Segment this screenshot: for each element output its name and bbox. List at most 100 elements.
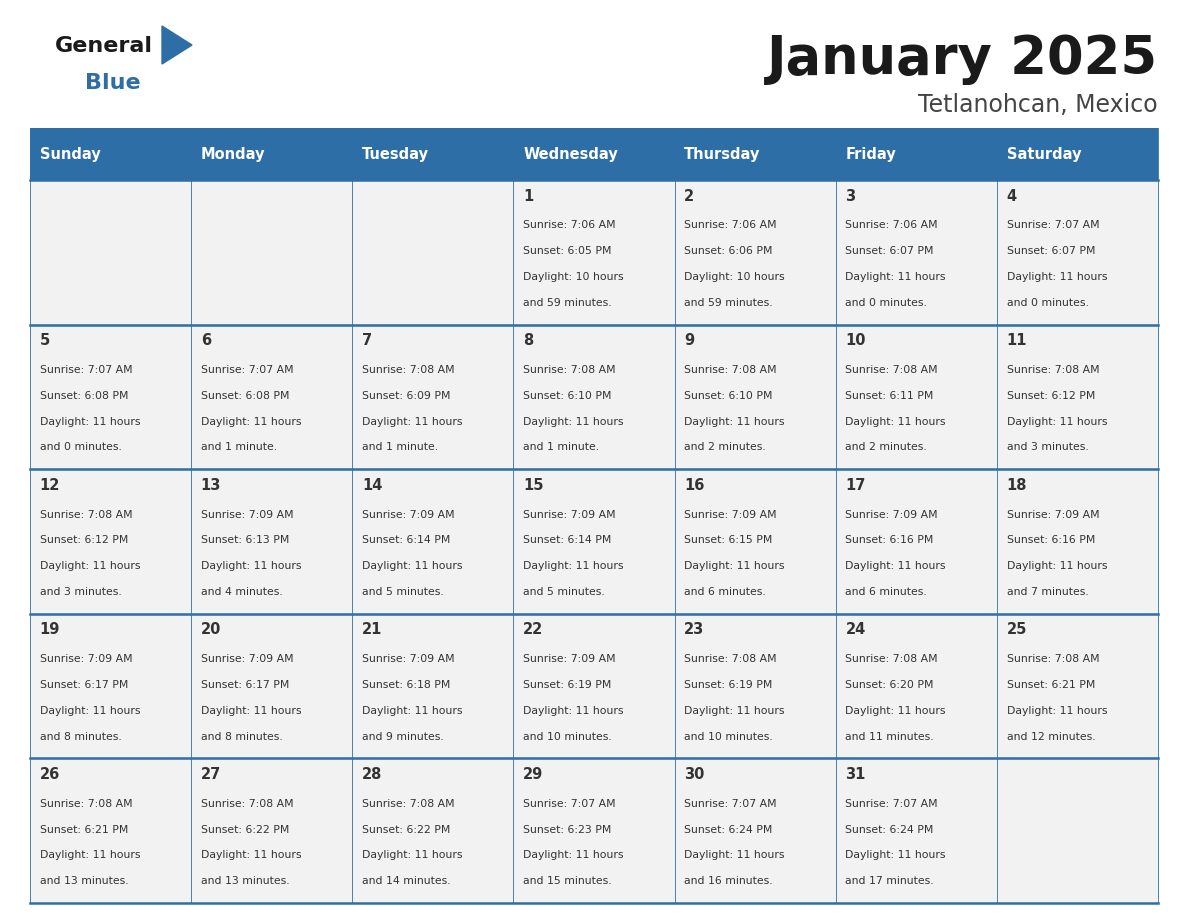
Text: and 1 minute.: and 1 minute. — [523, 442, 599, 453]
Bar — [997, 128, 1158, 180]
Text: and 1 minute.: and 1 minute. — [362, 442, 438, 453]
Bar — [513, 180, 675, 325]
Text: Daylight: 11 hours: Daylight: 11 hours — [362, 417, 462, 427]
Text: Sunrise: 7:09 AM: Sunrise: 7:09 AM — [362, 509, 455, 520]
Text: Sunrise: 7:09 AM: Sunrise: 7:09 AM — [684, 509, 777, 520]
Text: Sunrise: 7:07 AM: Sunrise: 7:07 AM — [1006, 220, 1099, 230]
Text: Sunset: 6:16 PM: Sunset: 6:16 PM — [1006, 535, 1095, 545]
Text: Sunset: 6:18 PM: Sunset: 6:18 PM — [362, 680, 450, 690]
Text: Sunrise: 7:09 AM: Sunrise: 7:09 AM — [39, 655, 132, 665]
Text: 31: 31 — [846, 767, 866, 782]
Bar — [353, 758, 513, 903]
Text: Sunset: 6:19 PM: Sunset: 6:19 PM — [684, 680, 772, 690]
Text: Friday: Friday — [846, 147, 896, 162]
Text: 6: 6 — [201, 333, 211, 348]
Text: and 4 minutes.: and 4 minutes. — [201, 587, 283, 597]
Text: 22: 22 — [523, 622, 543, 637]
Text: Daylight: 11 hours: Daylight: 11 hours — [201, 850, 302, 860]
Text: and 11 minutes.: and 11 minutes. — [846, 732, 934, 742]
Text: 23: 23 — [684, 622, 704, 637]
Text: and 2 minutes.: and 2 minutes. — [684, 442, 766, 453]
Text: Sunrise: 7:08 AM: Sunrise: 7:08 AM — [362, 365, 455, 375]
Text: 17: 17 — [846, 478, 866, 493]
Text: Sunset: 6:24 PM: Sunset: 6:24 PM — [846, 824, 934, 834]
Text: and 0 minutes.: and 0 minutes. — [846, 297, 928, 308]
Text: Sunrise: 7:06 AM: Sunrise: 7:06 AM — [846, 220, 939, 230]
Text: Sunrise: 7:09 AM: Sunrise: 7:09 AM — [201, 509, 293, 520]
Text: 8: 8 — [523, 333, 533, 348]
Text: 3: 3 — [846, 189, 855, 204]
Bar — [353, 180, 513, 325]
Text: Sunrise: 7:08 AM: Sunrise: 7:08 AM — [846, 655, 939, 665]
Text: Tetlanohcan, Mexico: Tetlanohcan, Mexico — [918, 93, 1158, 117]
Bar — [675, 469, 835, 614]
Text: Sunset: 6:07 PM: Sunset: 6:07 PM — [1006, 246, 1095, 256]
Bar — [30, 758, 191, 903]
Text: Sunrise: 7:06 AM: Sunrise: 7:06 AM — [523, 220, 615, 230]
Text: Daylight: 11 hours: Daylight: 11 hours — [846, 706, 946, 716]
Text: Sunset: 6:14 PM: Sunset: 6:14 PM — [362, 535, 450, 545]
Text: January 2025: January 2025 — [767, 33, 1158, 85]
Text: and 9 minutes.: and 9 minutes. — [362, 732, 443, 742]
Text: 25: 25 — [1006, 622, 1026, 637]
Bar — [513, 469, 675, 614]
Text: Sunset: 6:15 PM: Sunset: 6:15 PM — [684, 535, 772, 545]
Text: 12: 12 — [39, 478, 61, 493]
Text: Sunrise: 7:07 AM: Sunrise: 7:07 AM — [684, 799, 777, 809]
Text: Daylight: 11 hours: Daylight: 11 hours — [523, 850, 624, 860]
Text: Sunrise: 7:07 AM: Sunrise: 7:07 AM — [523, 799, 615, 809]
Text: Sunset: 6:06 PM: Sunset: 6:06 PM — [684, 246, 772, 256]
Text: Sunset: 6:11 PM: Sunset: 6:11 PM — [846, 391, 934, 401]
Text: 18: 18 — [1006, 478, 1026, 493]
Text: 14: 14 — [362, 478, 383, 493]
Bar — [513, 758, 675, 903]
Text: Sunrise: 7:09 AM: Sunrise: 7:09 AM — [201, 655, 293, 665]
Bar — [191, 180, 353, 325]
Text: Sunrise: 7:08 AM: Sunrise: 7:08 AM — [201, 799, 293, 809]
Bar — [353, 469, 513, 614]
Bar — [835, 180, 997, 325]
Text: Sunset: 6:14 PM: Sunset: 6:14 PM — [523, 535, 612, 545]
Text: Sunset: 6:17 PM: Sunset: 6:17 PM — [39, 680, 128, 690]
Bar — [353, 128, 513, 180]
Bar — [353, 325, 513, 469]
Text: 27: 27 — [201, 767, 221, 782]
Text: Daylight: 11 hours: Daylight: 11 hours — [201, 417, 302, 427]
Text: 5: 5 — [39, 333, 50, 348]
Text: and 13 minutes.: and 13 minutes. — [39, 876, 128, 886]
Bar — [30, 180, 191, 325]
Text: Sunrise: 7:06 AM: Sunrise: 7:06 AM — [684, 220, 777, 230]
Bar — [835, 128, 997, 180]
Text: Sunset: 6:10 PM: Sunset: 6:10 PM — [523, 391, 612, 401]
Text: and 0 minutes.: and 0 minutes. — [39, 442, 121, 453]
Text: 2: 2 — [684, 189, 694, 204]
Text: Daylight: 11 hours: Daylight: 11 hours — [846, 417, 946, 427]
Text: Sunset: 6:09 PM: Sunset: 6:09 PM — [362, 391, 450, 401]
Text: Daylight: 10 hours: Daylight: 10 hours — [523, 272, 624, 282]
Text: and 13 minutes.: and 13 minutes. — [201, 876, 290, 886]
Bar — [513, 614, 675, 758]
Text: Sunset: 6:12 PM: Sunset: 6:12 PM — [39, 535, 128, 545]
Text: and 8 minutes.: and 8 minutes. — [201, 732, 283, 742]
Bar — [675, 128, 835, 180]
Text: and 5 minutes.: and 5 minutes. — [362, 587, 443, 597]
Bar — [675, 180, 835, 325]
Text: Sunrise: 7:07 AM: Sunrise: 7:07 AM — [39, 365, 132, 375]
Text: Sunrise: 7:09 AM: Sunrise: 7:09 AM — [523, 509, 615, 520]
Text: Saturday: Saturday — [1006, 147, 1081, 162]
Bar — [30, 469, 191, 614]
Bar — [675, 758, 835, 903]
Text: Sunset: 6:20 PM: Sunset: 6:20 PM — [846, 680, 934, 690]
Text: Daylight: 11 hours: Daylight: 11 hours — [39, 561, 140, 571]
Text: Daylight: 11 hours: Daylight: 11 hours — [39, 850, 140, 860]
Text: Sunrise: 7:07 AM: Sunrise: 7:07 AM — [846, 799, 939, 809]
Text: Sunset: 6:07 PM: Sunset: 6:07 PM — [846, 246, 934, 256]
Text: Sunset: 6:10 PM: Sunset: 6:10 PM — [684, 391, 772, 401]
Text: Daylight: 11 hours: Daylight: 11 hours — [684, 706, 785, 716]
Text: Daylight: 11 hours: Daylight: 11 hours — [684, 850, 785, 860]
Text: and 6 minutes.: and 6 minutes. — [846, 587, 927, 597]
Text: Sunset: 6:22 PM: Sunset: 6:22 PM — [362, 824, 450, 834]
Text: Daylight: 11 hours: Daylight: 11 hours — [523, 417, 624, 427]
Text: Daylight: 11 hours: Daylight: 11 hours — [362, 850, 462, 860]
Text: 28: 28 — [362, 767, 383, 782]
